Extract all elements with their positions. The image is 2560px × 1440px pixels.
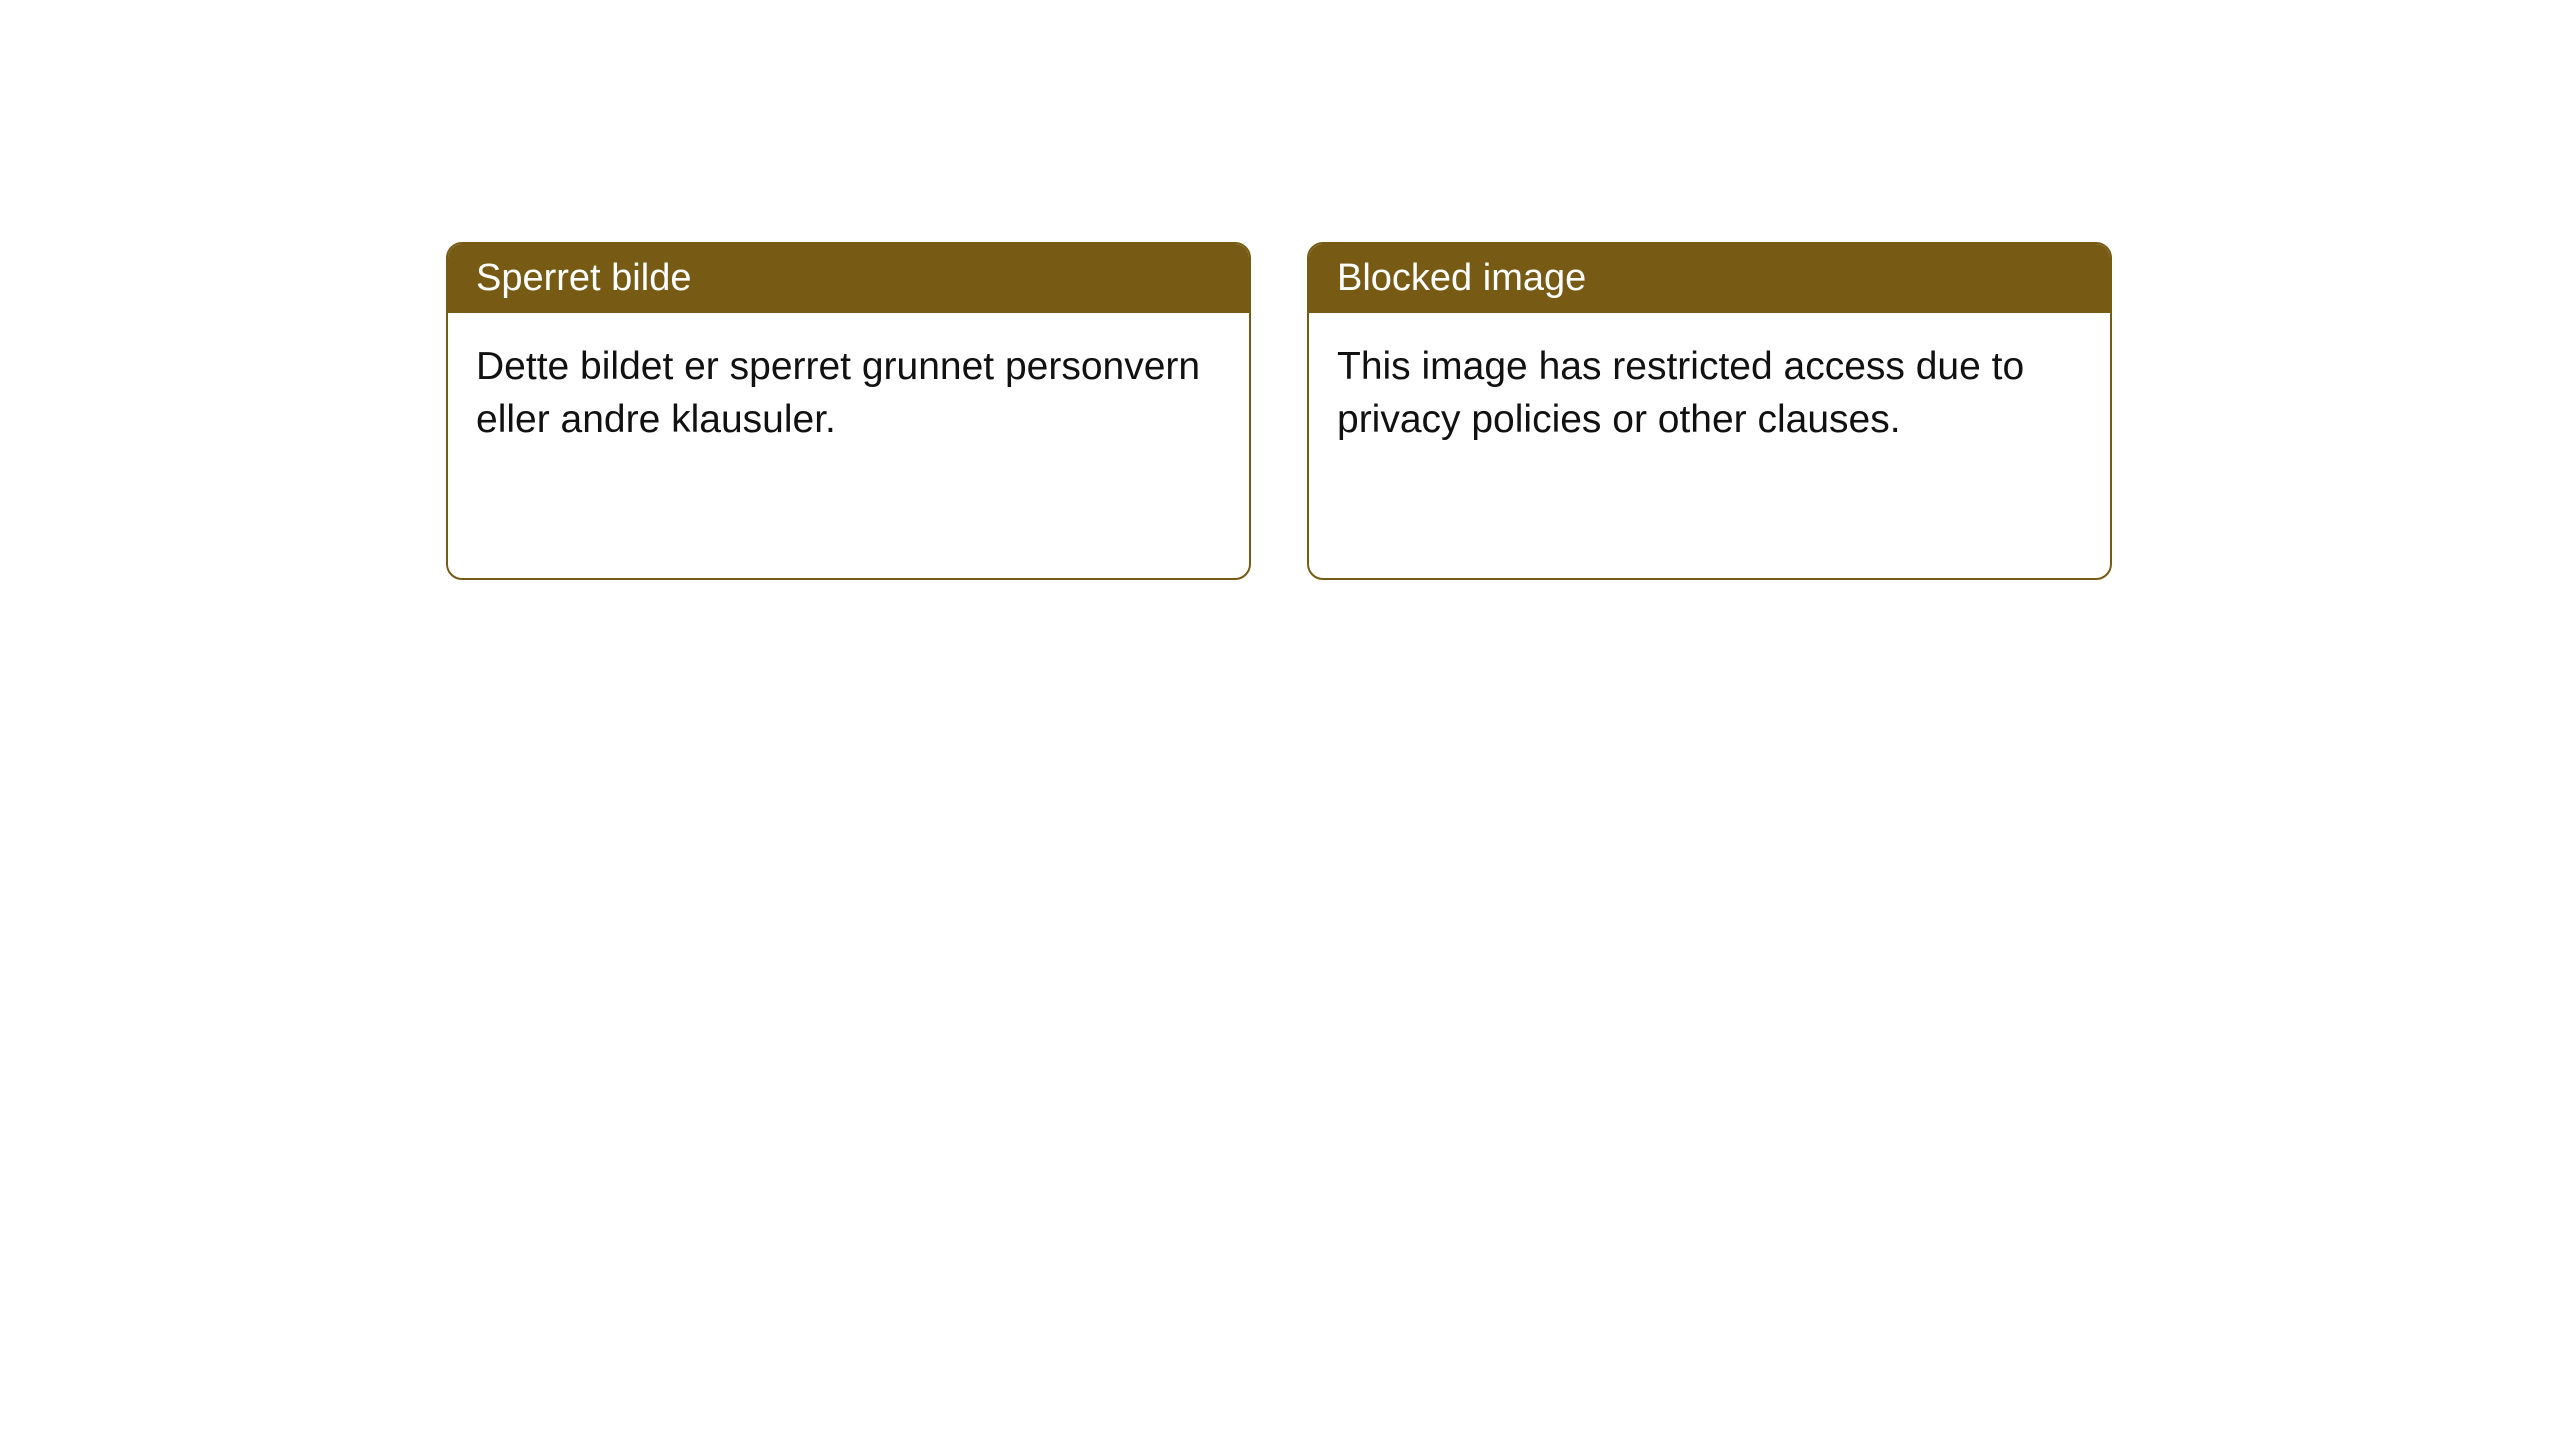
card-body: This image has restricted access due to … xyxy=(1309,313,2110,474)
blocked-image-card-en: Blocked image This image has restricted … xyxy=(1307,242,2112,580)
cards-container: Sperret bilde Dette bildet er sperret gr… xyxy=(446,242,2560,580)
card-header: Blocked image xyxy=(1309,244,2110,313)
blocked-image-card-no: Sperret bilde Dette bildet er sperret gr… xyxy=(446,242,1251,580)
card-header: Sperret bilde xyxy=(448,244,1249,313)
card-body: Dette bildet er sperret grunnet personve… xyxy=(448,313,1249,474)
